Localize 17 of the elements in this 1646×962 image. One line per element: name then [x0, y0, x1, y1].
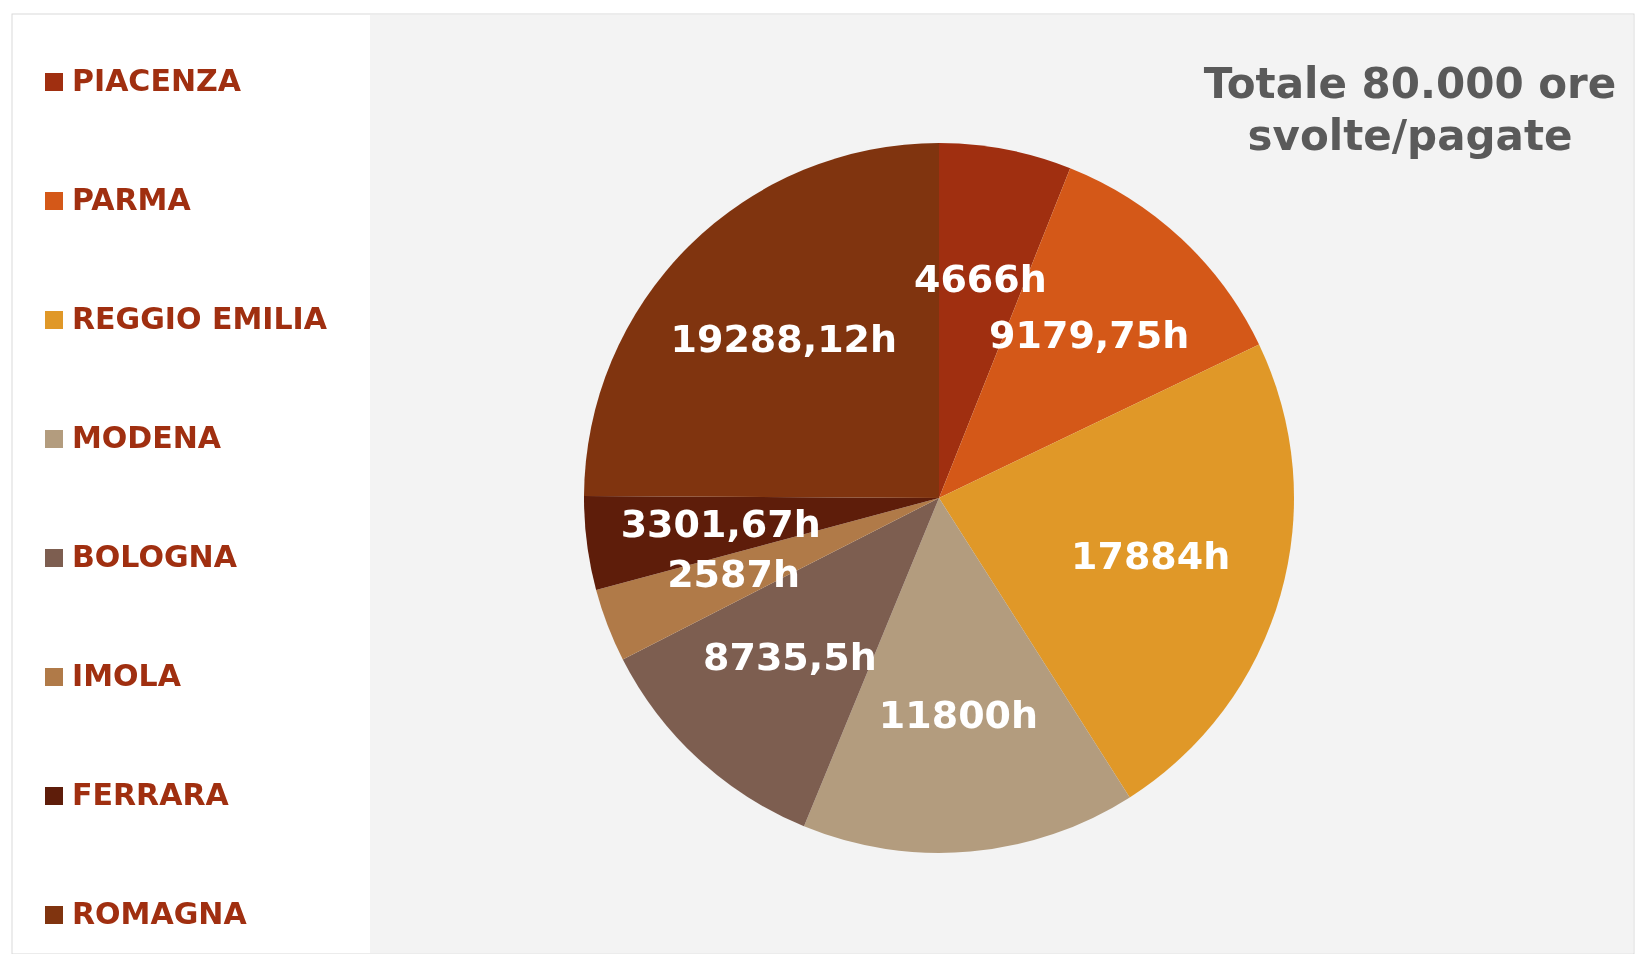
text: Totale 80.000 ore svolte/pagate: [1203, 59, 1617, 160]
legend-label: PIACENZA: [72, 62, 242, 98]
data-label: 3301,67h: [620, 501, 821, 546]
data-label: 11800h: [878, 692, 1039, 737]
legend-label: MODENA: [72, 419, 222, 455]
data-label: 2587h: [667, 552, 800, 597]
data-label: 8735,5h: [703, 635, 877, 680]
data-label: 9179,75h: [989, 312, 1190, 357]
data-label: 4666h: [914, 257, 1047, 302]
legend-label: FERRARA: [72, 776, 230, 812]
legend-label: BOLOGNA: [72, 538, 238, 574]
data-label: 19288,12h: [670, 317, 898, 362]
legend-label: IMOLA: [72, 657, 182, 693]
data-label: 17884h: [1071, 533, 1231, 578]
legend-label: PARMA: [72, 181, 192, 217]
legend-label: REGGIO EMILIA: [72, 300, 328, 336]
legend-label: ROMAGNA: [72, 895, 248, 931]
